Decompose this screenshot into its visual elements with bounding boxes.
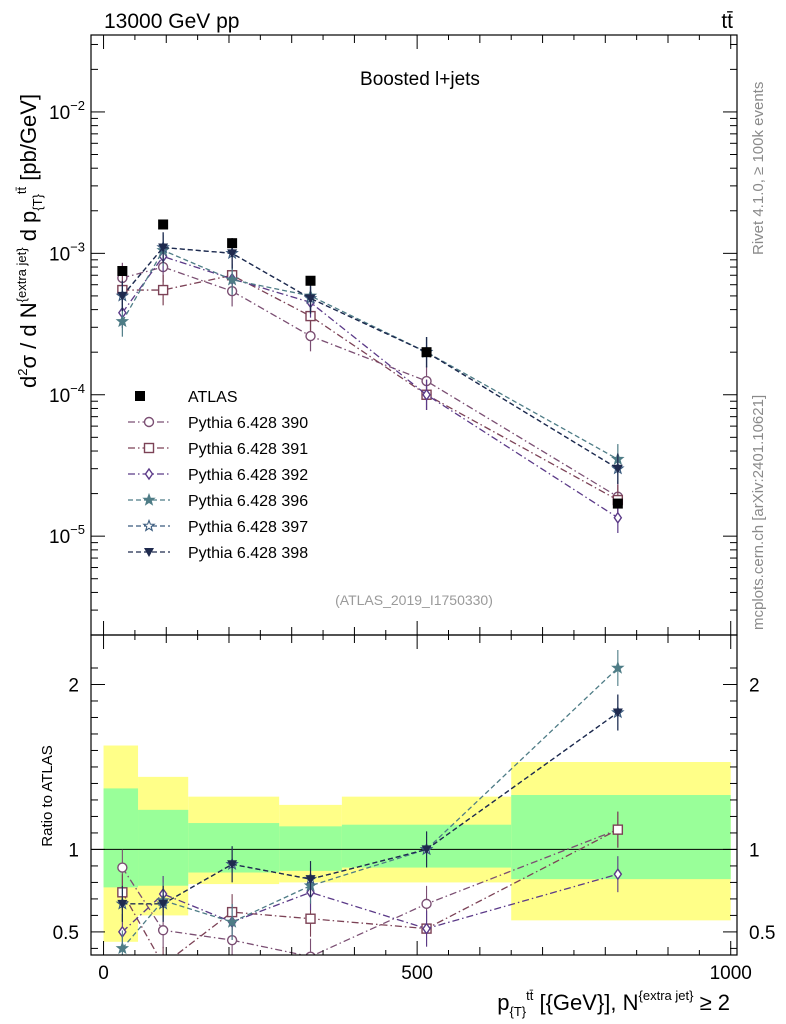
data-point (305, 275, 316, 286)
series-point-0 (305, 330, 316, 342)
data-point (158, 219, 169, 230)
legend-label: Pythia 6.428 392 (188, 467, 308, 484)
legend-marker-2 (144, 467, 154, 481)
ratio-line-3 (121, 667, 619, 949)
ratio-band-inner (511, 795, 731, 880)
ratio-point-3 (225, 914, 239, 928)
data-point (421, 347, 432, 358)
legend-label: Pythia 6.428 391 (188, 441, 308, 458)
ratio-point-0 (157, 925, 169, 936)
ratio-frame (90, 634, 738, 956)
legend-label: Pythia 6.428 398 (188, 545, 308, 562)
analysis-label: (ATLAS_2019_I1750330) (335, 592, 493, 608)
legend-marker-5 (144, 548, 154, 557)
ratio-point-5 (421, 845, 432, 855)
ratio-point-0 (117, 862, 128, 873)
legend-label-atlas: ATLAS (188, 389, 238, 406)
series-point-2 (422, 388, 431, 401)
series-point-1 (157, 284, 169, 296)
ratio-line-2 (121, 873, 619, 933)
ratio-tick-label: 1 (68, 840, 79, 861)
ratio-point-1 (305, 913, 316, 924)
legend-marker-3 (142, 492, 156, 506)
ratio-point-5 (612, 708, 623, 718)
series-point-3 (225, 272, 239, 286)
ratio-point-3 (115, 941, 130, 955)
y-tick-label: 10−5 (49, 522, 85, 548)
ratio-point-0 (421, 898, 432, 910)
series-point-2 (613, 511, 623, 524)
series-line-4 (121, 246, 619, 470)
ratio-point-2 (422, 922, 431, 935)
series-point-5 (117, 291, 128, 301)
legend-marker-1 (143, 442, 155, 454)
ratio-y-label: Ratio to ATLAS (39, 745, 56, 846)
legend-label: Pythia 6.428 397 (188, 519, 308, 536)
ratio-point-1 (159, 960, 168, 969)
x-axis-title: p{T}tt̄ [{GeV}], N{extra jet} ≥ 2 (497, 988, 730, 1019)
ratio-point-5 (117, 899, 128, 909)
ratio-point-0 (305, 951, 316, 955)
y-tick-label: 10−4 (49, 381, 85, 407)
y-tick-label: 10−3 (49, 239, 85, 265)
process-label: tt̄ (721, 10, 733, 33)
legend: ATLAS Pythia 6.428 390 Pythia 6.428 391 Pyt… (128, 389, 308, 562)
ratio-line-1 (121, 829, 619, 955)
x-tick-label: 0 (98, 963, 109, 984)
ratio-point-5 (305, 875, 316, 885)
legend-label: Pythia 6.428 390 (188, 415, 308, 432)
data-point (227, 238, 238, 249)
series-line-1 (122, 274, 619, 501)
ratio-point-1 (612, 824, 624, 835)
rivet-label: Rivet 4.1.0, ≥ 100k events (750, 82, 767, 255)
series-point-3 (115, 314, 130, 328)
ratio-point-3 (611, 660, 625, 674)
data-point (612, 498, 623, 509)
ratio-tick-label-right: 1 (749, 840, 760, 861)
ratio-line-0 (121, 829, 619, 955)
series-point-5 (305, 294, 316, 304)
x-tick-label: 500 (401, 963, 433, 984)
legend-marker-0 (143, 416, 155, 428)
y-tick-label: 10−2 (49, 98, 85, 124)
ratio-tick-label: 0.5 (53, 923, 79, 944)
ratio-point-5 (158, 899, 169, 909)
y-axis-title: d2σ / d N{extra jet} d p{T}tt̄ [pb/GeV] (14, 94, 45, 388)
x-tick-label: 1000 (710, 963, 752, 984)
ratio-band-inner (138, 809, 189, 886)
legend-marker-4 (142, 518, 156, 532)
ratio-point-2 (613, 867, 623, 881)
collision-label: 13000 GeV pp (104, 10, 239, 33)
ratio-point-5 (227, 860, 238, 870)
series-point-5 (227, 249, 238, 259)
legend-marker-atlas (135, 391, 145, 401)
ratio-tick-label-right: 0.5 (749, 923, 775, 944)
ratio-tick-label-right: 2 (749, 675, 760, 696)
series-point-5 (158, 243, 169, 253)
mcplots-label: mcplots.cern.ch [arXiv:2401.10621] (750, 395, 767, 630)
series-line-0 (122, 266, 619, 498)
series-line-3 (121, 249, 619, 460)
ratio-tick-label: 2 (68, 675, 79, 696)
series-line-2 (121, 255, 619, 519)
series-point-5 (612, 464, 623, 474)
series-line-5 (121, 246, 619, 470)
ratio-line-5 (122, 711, 619, 905)
chart-title: Boosted l+jets (360, 69, 480, 90)
data-point (117, 266, 128, 277)
ratio-panel: 0.5 0.5 1 1 2 2 0 500 1000 Ratio to ATLAS (39, 634, 775, 984)
main-panel: 10−2 10−3 10−4 10−5 Boosted l+jets (ATLAS_2… (49, 34, 738, 636)
legend-label: Pythia 6.428 396 (188, 493, 308, 510)
